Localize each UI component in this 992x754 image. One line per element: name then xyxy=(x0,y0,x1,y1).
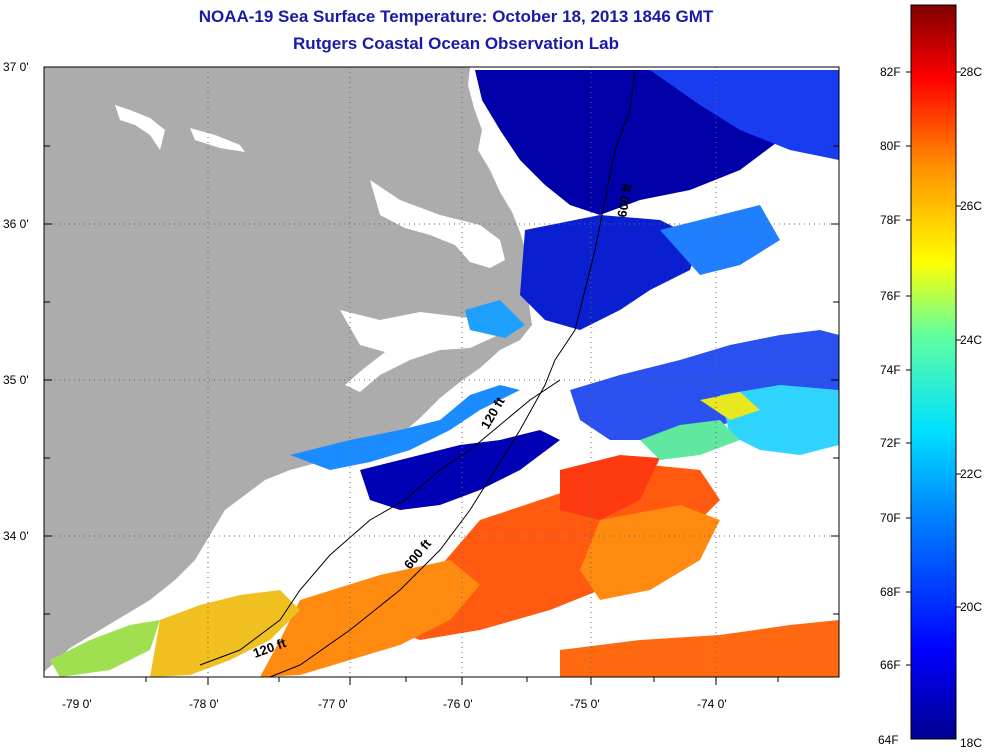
colorbar-f-label: 74F xyxy=(880,363,901,377)
colorbar-f-label: 78F xyxy=(880,213,901,227)
lat-label: 36 0' xyxy=(3,217,29,231)
grid-lines xyxy=(44,67,839,677)
map-frame xyxy=(43,66,840,678)
colorbar-f-label: 64F xyxy=(878,733,899,747)
lat-label: 34 0' xyxy=(3,529,29,543)
bathymetry-contours xyxy=(199,69,636,677)
colorbar-c-label: 28C xyxy=(960,65,983,79)
contour-label: 600 ft xyxy=(614,182,635,219)
colorbar-f-label: 72F xyxy=(880,436,901,450)
map-title: NOAA-19 Sea Surface Temperature: October… xyxy=(198,7,714,26)
lon-label: -74 0' xyxy=(697,697,727,711)
colorbar-c-label: 18C xyxy=(960,736,983,750)
sst-patches xyxy=(50,70,839,677)
colorbar-f-label: 70F xyxy=(880,511,901,525)
map-subtitle: Rutgers Coastal Ocean Observation Lab xyxy=(293,34,619,53)
colorbar-f-label: 80F xyxy=(880,139,901,153)
colorbar-ticks xyxy=(906,71,961,666)
colorbar xyxy=(910,4,957,740)
lon-label: -79 0' xyxy=(62,697,92,711)
lon-label: -75 0' xyxy=(570,697,600,711)
colorbar-c-label: 26C xyxy=(960,199,983,213)
lon-label: -76 0' xyxy=(443,697,473,711)
colorbar-c-label: 20C xyxy=(960,600,983,614)
colorbar-f-label: 68F xyxy=(880,585,901,599)
lon-label: -78 0' xyxy=(189,697,219,711)
colorbar-c-label: 22C xyxy=(960,467,983,481)
colorbar-f-label: 76F xyxy=(880,289,901,303)
lon-label: -77 0' xyxy=(318,697,348,711)
lat-label: 37 0' xyxy=(3,60,29,74)
colorbar-c-label: 24C xyxy=(960,333,983,347)
axis-ticks xyxy=(44,66,839,685)
lat-label: 35 0' xyxy=(3,373,29,387)
colorbar-f-label: 82F xyxy=(880,65,901,79)
colorbar-f-label: 66F xyxy=(880,658,901,672)
